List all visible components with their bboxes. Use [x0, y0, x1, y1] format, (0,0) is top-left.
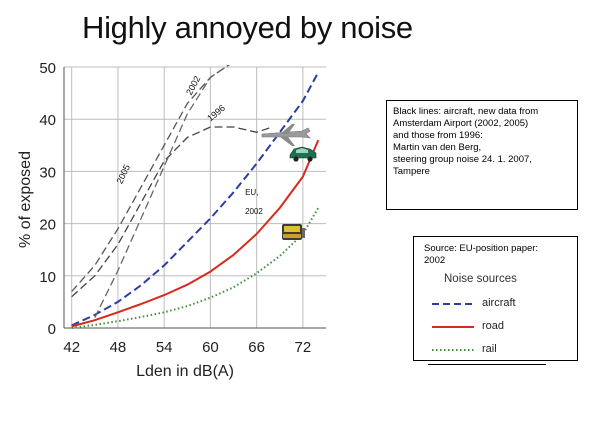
note-line: Black lines: aircraft, new data from	[393, 106, 539, 117]
page-title: Highly annoyed by noise	[82, 10, 413, 45]
note-line: Tampere	[393, 166, 430, 177]
legend-swatch-road	[432, 326, 474, 328]
annotation-label: 2002	[245, 207, 263, 216]
legend-swatch-rail	[432, 349, 474, 351]
legend-swatch-aircraft	[432, 303, 474, 305]
series-layer	[71, 65, 320, 329]
annotation-label: 2005	[115, 163, 133, 185]
legend-source: Source: EU-position paper: 2002	[424, 243, 538, 267]
x-tick-label: 66	[248, 339, 265, 356]
car-icon	[289, 146, 317, 162]
note-line: Martin van den Berg,	[393, 142, 482, 153]
y-tick-label: 10	[39, 269, 56, 286]
y-tick-label: 30	[39, 164, 56, 181]
axis-layer	[63, 67, 326, 329]
legend-title: Noise sources	[444, 273, 517, 285]
x-tick-label: 48	[110, 339, 127, 356]
y-tick-label: 50	[39, 60, 56, 77]
x-axis-label: Lden in dB(A)	[136, 363, 234, 380]
x-tick-label: 54	[156, 339, 173, 356]
legend-label: aircraft	[482, 297, 516, 309]
series-line-aircraft-2005	[94, 65, 230, 318]
note-line: Amsterdam Airport (2002, 2005)	[393, 118, 529, 129]
y-tick-label: 40	[39, 112, 56, 129]
legend: Source: EU-position paper: 2002 Noise so…	[413, 236, 578, 361]
series-line-rail	[71, 207, 320, 329]
divider	[428, 364, 546, 365]
airplane-icon	[261, 124, 311, 146]
grid-layer	[64, 66, 326, 329]
y-tick-label: 20	[39, 217, 56, 234]
x-tick-label: 42	[63, 339, 80, 356]
x-tick-label: 72	[295, 339, 312, 356]
note-line: and those from 1996:	[393, 130, 483, 141]
series-line-road	[71, 139, 320, 328]
series-line-aircraft-2002	[71, 65, 230, 292]
note-box: Black lines: aircraft, new data from Ams…	[386, 100, 578, 210]
y-axis-label: % of exposed	[17, 151, 34, 248]
legend-label: rail	[482, 343, 497, 355]
train-icon	[282, 224, 305, 240]
label-layer: 0 10 20 30 40 50 42 48 54 60 66 72 Lden in dB(A) % of…	[17, 60, 311, 380]
annotation-label: 1996	[205, 103, 227, 124]
legend-source-line: Source: EU-position paper:	[424, 243, 539, 254]
series-line-aircraft	[71, 71, 320, 327]
series-line-aircraft-1996	[71, 126, 273, 298]
legend-label: road	[482, 320, 505, 332]
note-line: steering group noise 24. 1. 2007,	[393, 154, 532, 165]
y-tick-label: 0	[48, 321, 56, 338]
annotation-label: EU,	[245, 188, 258, 197]
icon-layer	[261, 124, 317, 240]
x-tick-label: 60	[202, 339, 219, 356]
legend-source-line: 2002	[424, 255, 446, 266]
annotation-label: 2002	[184, 74, 202, 96]
